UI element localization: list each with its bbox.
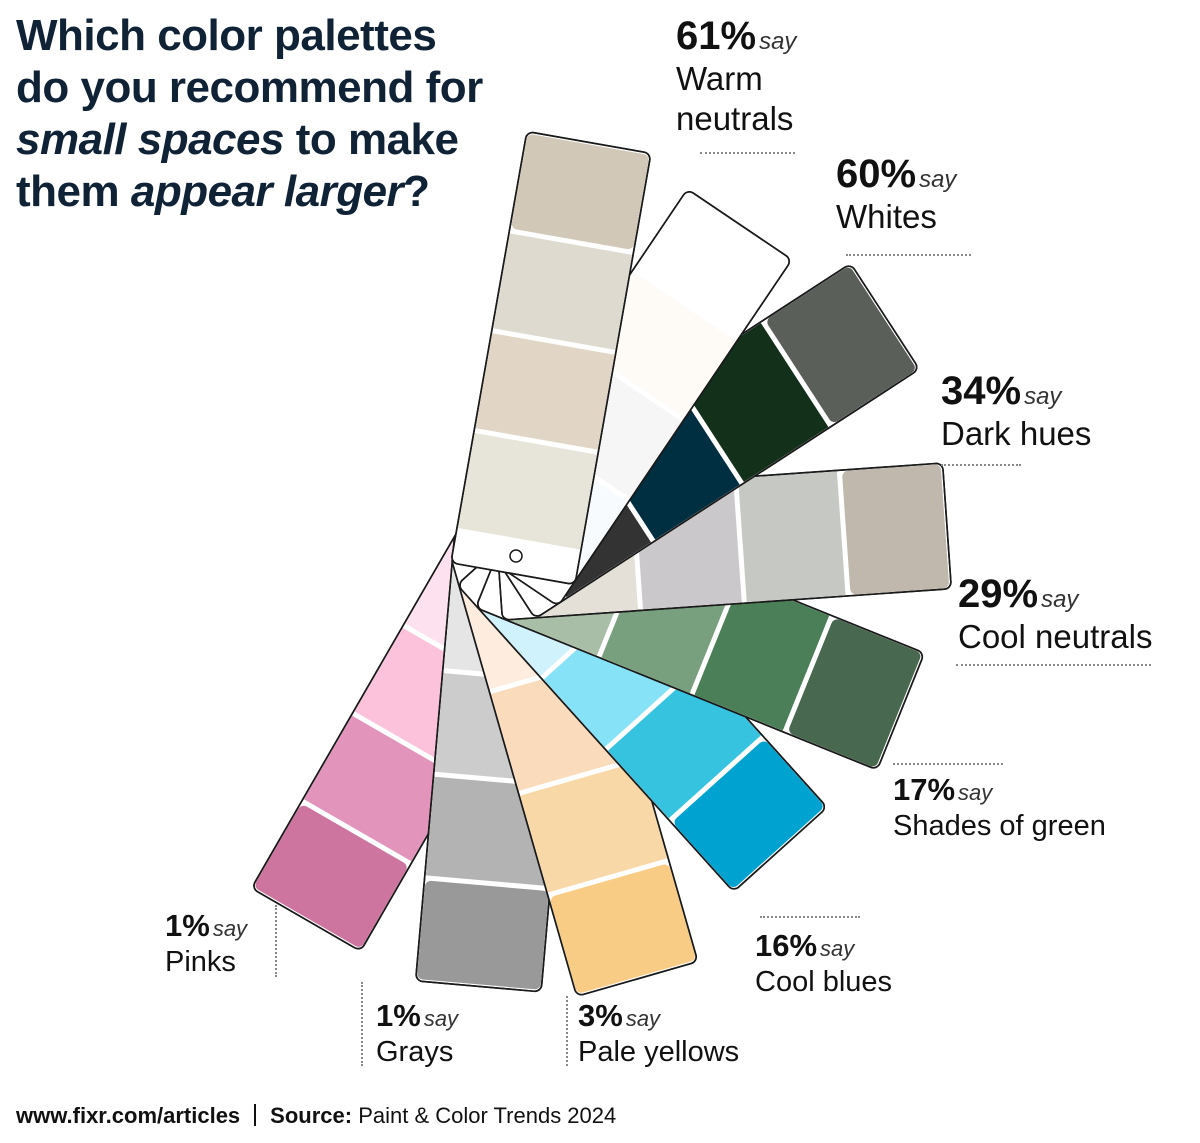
label-pale-yellows: 3% say Pale yellows: [578, 998, 739, 1070]
swatch-dark-hues-stripe-1: [767, 267, 915, 423]
title-line-4a: them: [16, 167, 131, 216]
swatch-pinks-stripe-1: [255, 805, 407, 947]
swatch-shades-of-green-stripe-2: [694, 579, 830, 731]
swatch-cool-neutrals-stripe-2: [738, 471, 846, 603]
category-label-pinks: Pinks: [165, 946, 236, 978]
leader-whites: [846, 254, 971, 256]
category-label-cool-neutrals: Cool neutrals: [958, 618, 1153, 655]
leader-pale-yellows: [566, 996, 568, 1066]
value-label-shades-of-green: 17%: [893, 772, 956, 807]
category-label-whites: Whites: [836, 198, 937, 235]
value-label-warm-neutrals: 61%: [676, 14, 757, 58]
swatch-cool-blues-stripe-1: [674, 741, 823, 888]
category-label-shades-of-green: Shades of green: [893, 810, 1106, 842]
value-label-grays: 1%: [376, 998, 421, 1033]
category-label-grays: Grays: [376, 1036, 454, 1068]
swatch-pale-yellows-stripe-2: [520, 761, 668, 893]
swatch-grays-stripe-1: [417, 880, 549, 990]
say-warm-neutrals: say: [759, 28, 797, 55]
swatch-pinks-stripe-2: [303, 715, 460, 862]
label-grays: 1% say Grays: [376, 998, 458, 1070]
say-dark-hues: say: [1024, 383, 1062, 410]
footer-source-text: Paint & Color Trends 2024: [352, 1103, 617, 1128]
value-label-cool-neutrals: 29%: [958, 572, 1039, 616]
category-label-warm-neutrals: Warm neutrals: [676, 60, 794, 137]
title-line-1: Which color palettes: [16, 11, 437, 60]
swatch-pale-yellows-stripe-1: [550, 864, 695, 993]
title-emphasis-appear-larger: appear larger: [130, 167, 404, 216]
swatch-warm-neutrals-stripe-1: [511, 134, 649, 250]
label-shades-of-green: 17% say Shades of green: [893, 772, 1106, 844]
label-cool-neutrals: 29% say Cool neutrals: [958, 572, 1152, 657]
title-emphasis-small-spaces: small spaces: [16, 115, 284, 164]
say-shades-of-green: say: [958, 780, 993, 805]
leader-dark-hues: [941, 464, 1021, 466]
leader-shades-of-green: [893, 763, 1003, 765]
title-line-4b: ?: [403, 167, 430, 216]
category-label-pale-yellows: Pale yellows: [578, 1036, 740, 1068]
swatch-shades-of-green-stripe-1: [789, 619, 921, 767]
swatch-card-outline-warm-neutrals: [451, 131, 651, 585]
label-pinks: 1% say Pinks: [165, 908, 247, 980]
leader-cool-blues: [760, 916, 860, 918]
value-label-whites: 60%: [836, 152, 917, 196]
footer-separator: [254, 1104, 257, 1126]
leader-cool-neutrals: [956, 664, 1151, 666]
value-label-pinks: 1%: [165, 908, 210, 943]
swatch-whites-stripe-1: [638, 193, 788, 335]
swatch-warm-neutrals-stripe-2: [493, 233, 633, 350]
title-line-3: to make: [283, 115, 459, 164]
say-pinks: say: [212, 916, 248, 941]
leader-pinks: [275, 905, 277, 977]
say-whites: say: [919, 166, 957, 193]
label-dark-hues: 34% say Dark hues: [941, 369, 1091, 454]
say-grays: say: [423, 1006, 459, 1031]
value-label-dark-hues: 34%: [941, 369, 1022, 413]
swatch-cool-neutrals-stripe-1: [842, 464, 949, 595]
value-label-cool-blues: 16%: [755, 928, 818, 963]
category-label-dark-hues: Dark hues: [941, 415, 1092, 452]
swatch-warm-neutrals-stripe-3: [475, 333, 615, 450]
footer-site: www.fixr.com/articles: [16, 1103, 241, 1128]
label-whites: 60% say Whites: [836, 152, 956, 237]
leader-warm-neutrals: [700, 152, 795, 154]
footer-source-label: Source:: [270, 1103, 353, 1128]
footer: www.fixr.com/articles Source: Paint & Col…: [16, 1103, 616, 1129]
label-cool-blues: 16% say Cool blues: [755, 928, 892, 1000]
swatch-card-warm-neutrals: [451, 131, 651, 585]
say-pale-yellows: say: [625, 1006, 661, 1031]
say-cool-blues: say: [820, 936, 855, 961]
chart-title: Which color palettes do you recommend fo…: [16, 10, 576, 218]
title-line-2: do you recommend for: [16, 63, 483, 112]
category-label-cool-blues: Cool blues: [755, 966, 893, 998]
label-warm-neutrals: 61% say Warm neutrals: [676, 14, 826, 139]
say-cool-neutrals: say: [1041, 586, 1079, 613]
swatch-warm-neutrals-stripe-4: [457, 433, 597, 550]
pivot-rivet: [509, 549, 523, 563]
leader-grays: [361, 982, 363, 1066]
value-label-pale-yellows: 3%: [578, 998, 623, 1033]
